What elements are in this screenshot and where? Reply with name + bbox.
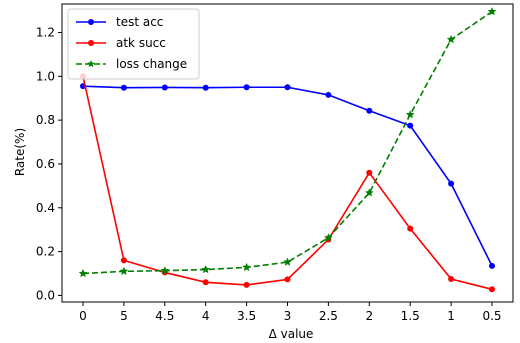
data-point <box>161 84 168 91</box>
data-point <box>487 7 497 16</box>
axes-layer: 0 5 4.5 4 3.5 3 2.5 2 1.5 1 0.5 0.0 0.2 0.4 0.6 0.8 1.0 1… <box>36 3 514 323</box>
data-point <box>489 286 495 293</box>
x-tick-label: 0 <box>79 309 87 323</box>
legend-entry: test acc <box>76 15 163 29</box>
data-point <box>283 257 292 266</box>
data-point <box>489 262 495 269</box>
series-line <box>82 11 493 275</box>
legend: test acc atk succ loss change <box>67 8 200 80</box>
data-point <box>448 180 455 187</box>
legend-label: atk succ <box>116 36 166 50</box>
x-tick-label: 1.5 <box>401 309 420 323</box>
y-tick-label: 0.2 <box>36 245 55 259</box>
data-point <box>202 84 209 91</box>
legend-entry: atk succ <box>76 36 166 50</box>
data-point <box>120 257 127 264</box>
data-point <box>202 279 209 286</box>
plot-layer <box>78 7 497 293</box>
data-point <box>284 84 291 91</box>
legend-marker <box>87 60 95 68</box>
y-tick-label: 0.4 <box>36 201 55 215</box>
data-point <box>446 34 456 44</box>
y-tick-label: 0.8 <box>36 113 55 127</box>
legend-box <box>67 8 200 80</box>
x-tick-label: 0.5 <box>482 309 501 323</box>
data-point <box>119 266 129 276</box>
y-axis-title: Rate(%) <box>13 128 27 176</box>
data-point <box>364 188 374 197</box>
x-axis-title: Δ value <box>269 327 314 341</box>
data-point <box>405 109 415 119</box>
data-point <box>366 107 373 114</box>
data-point <box>242 262 252 272</box>
x-tick-label: 2.5 <box>319 309 338 323</box>
x-tick-label: 4.5 <box>155 309 174 323</box>
legend-label: loss change <box>116 57 187 71</box>
x-tick-label: 1 <box>447 309 455 323</box>
data-point <box>120 84 127 91</box>
data-point <box>366 169 373 176</box>
data-point <box>448 275 455 282</box>
y-tick-label: 1.0 <box>36 69 55 83</box>
legend-entry: loss change <box>76 57 187 71</box>
legend-marker <box>88 40 94 46</box>
data-point <box>407 225 414 232</box>
y-tick-label: 0.0 <box>36 288 55 302</box>
x-tick-label: 2 <box>365 309 373 323</box>
data-point <box>78 268 88 278</box>
legend-marker <box>88 19 94 25</box>
data-point <box>325 91 332 98</box>
x-tick-label: 3.5 <box>237 309 256 323</box>
data-point <box>160 266 170 275</box>
y-tick-label: 0.6 <box>36 157 55 171</box>
data-point <box>201 264 211 274</box>
legend-label: test acc <box>116 15 163 29</box>
data-point <box>407 122 414 129</box>
data-point <box>243 281 250 288</box>
data-point <box>243 84 250 91</box>
data-point <box>323 233 333 242</box>
x-tick-label: 4 <box>202 309 210 323</box>
series-loss-change <box>78 7 497 278</box>
x-tick-label: 5 <box>120 309 128 323</box>
y-tick-label: 1.2 <box>36 25 55 39</box>
series-test-acc <box>80 83 495 269</box>
data-point <box>284 276 291 283</box>
x-tick-label: 3 <box>284 309 292 323</box>
